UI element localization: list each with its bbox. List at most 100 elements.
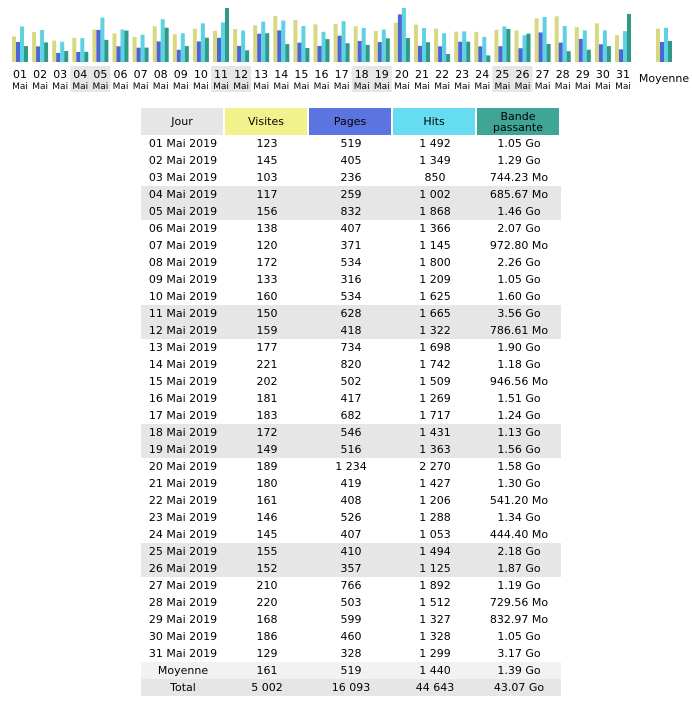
cell-hits: 1 717 [419, 409, 451, 422]
table-row: 09 Mai 2019 133 316 1 209 1.05 Go [141, 271, 561, 288]
cell-day: 06 Mai 2019 [148, 222, 218, 235]
cell-day: 07 Mai 2019 [148, 239, 218, 252]
bar-bande-passante-12 [245, 50, 250, 62]
bar-visites-31 [615, 35, 619, 62]
month-label: Mai [595, 82, 611, 92]
day-label: 01 [13, 68, 27, 81]
table-row: 21 Mai 2019 180 419 1 427 1.30 Go [141, 475, 561, 492]
month-label: Mai [334, 82, 350, 92]
cell-hits: 1 053 [419, 528, 451, 541]
month-label: Mai [233, 82, 249, 92]
bar-hits-10 [200, 23, 205, 62]
cell-day: 23 Mai 2019 [148, 511, 218, 524]
bar-pages-31 [619, 49, 623, 62]
bar-hits-31 [623, 31, 627, 62]
bar-hits-19 [381, 29, 386, 63]
bar-visites-18 [353, 26, 358, 62]
bar-hits-08 [160, 19, 165, 62]
table-row: 24 Mai 2019 145 407 1 053 444.40 Mo [141, 526, 561, 543]
cell-bw: 685.67 Mo [477, 186, 561, 203]
bar-hits-25 [502, 26, 507, 62]
table-row: 30 Mai 2019 186 460 1 328 1.05 Go [141, 628, 561, 645]
bar-hits-17 [341, 21, 346, 62]
cell-hits: 1 492 [419, 137, 451, 150]
cell-pages: 371 [340, 239, 362, 252]
cell-hits: 1 625 [419, 290, 451, 303]
cell-bw: 1.87 Go [477, 560, 561, 577]
bar-hits-26 [522, 35, 527, 62]
weekend-label-bg [90, 66, 111, 92]
cell-bw: 2.18 Go [477, 543, 561, 560]
day-label: 06 [114, 68, 128, 81]
table-row: 10 Mai 2019 160 534 1 625 1.60 Go [141, 288, 561, 305]
cell-visits: 123 [256, 137, 278, 150]
table-row: 11 Mai 2019 150 628 1 665 3.56 Go [141, 305, 561, 322]
month-label: Mai [193, 82, 209, 92]
day-label: 02 [33, 68, 47, 81]
bar-bande-passante-22 [446, 53, 451, 62]
bar-hits-04 [80, 38, 85, 62]
cell-bw: 946.56 Mo [489, 375, 549, 388]
cell-hits: 1 868 [393, 203, 477, 220]
cell-visits: 149 [225, 441, 309, 458]
day-label: 17 [335, 68, 349, 81]
table-row: 06 Mai 2019 138 407 1 366 2.07 Go [141, 220, 561, 237]
bar-bande-passante-08 [164, 27, 169, 62]
cell-pages: 357 [309, 560, 393, 577]
month-label: Mai [213, 82, 229, 92]
cell-pages: 236 [340, 171, 362, 184]
month-label: Mai [354, 82, 370, 92]
bar-bande-passante-26 [526, 33, 531, 62]
bar-hits-12 [241, 30, 246, 62]
cell-bw: 1.90 Go [497, 341, 541, 354]
cell-visits: 161 [225, 662, 309, 679]
bar-visites-15 [293, 20, 298, 62]
month-label: Mai [273, 82, 289, 92]
cell-bw: 1.30 Go [497, 477, 541, 490]
table-row: 02 Mai 2019 145 405 1 349 1.29 Go [141, 152, 561, 169]
header-visits: Visites [225, 108, 309, 135]
bar-hits-05 [100, 17, 105, 62]
day-label: 18 [355, 68, 369, 81]
day-label: 24 [475, 68, 489, 81]
header-day: Jour [141, 108, 225, 135]
day-label: 14 [274, 68, 288, 81]
bar-visites-12 [233, 28, 238, 63]
table-row: 28 Mai 2019 220 503 1 512 729.56 Mo [141, 594, 561, 611]
bar-hits-03 [60, 41, 65, 62]
cell-visits: 138 [256, 222, 278, 235]
cell-day: 09 Mai 2019 [148, 273, 218, 286]
cell-pages: 519 [309, 662, 393, 679]
daily-stats-table: Jour Visites Pages Hits Bande passante 01… [141, 108, 561, 696]
month-label: Mai [12, 82, 28, 92]
bar-visites-01 [12, 36, 16, 62]
cell-pages: 417 [340, 392, 362, 405]
day-label: 10 [194, 68, 208, 81]
header-bandwidth-line2: passante [493, 120, 543, 134]
month-label: Mai [394, 82, 410, 92]
day-label: 16 [315, 68, 329, 81]
cell-pages: 503 [340, 596, 362, 609]
cell-bw: 972.80 Mo [489, 239, 549, 252]
average-row: Moyenne 161 519 1 440 1.39 Go [141, 662, 561, 679]
cell-pages: 820 [340, 358, 362, 371]
bar-visites-10 [192, 28, 197, 62]
month-label: Mai [495, 82, 511, 92]
cell-bw: 1.18 Go [497, 358, 541, 371]
cell-day: 02 Mai 2019 [148, 154, 218, 167]
cell-hits: 1 349 [419, 154, 451, 167]
bar-pages-01 [16, 41, 20, 62]
bar-bande-passante-19 [385, 38, 390, 62]
cell-day: 12 Mai 2019 [141, 322, 225, 339]
bar-hits-15 [301, 26, 306, 62]
cell-hits: 1 206 [419, 494, 451, 507]
bar-hits-18 [361, 27, 366, 63]
month-label: Mai [32, 82, 48, 92]
table-row: 08 Mai 2019 172 534 1 800 2.26 Go [141, 254, 561, 271]
cell-day: 10 Mai 2019 [148, 290, 218, 303]
cell-hits: 1 427 [419, 477, 451, 490]
month-label: Mai [294, 82, 310, 92]
bar-visites-11 [213, 30, 217, 62]
bar-visites-05 [92, 29, 97, 63]
day-label: 03 [53, 68, 67, 81]
